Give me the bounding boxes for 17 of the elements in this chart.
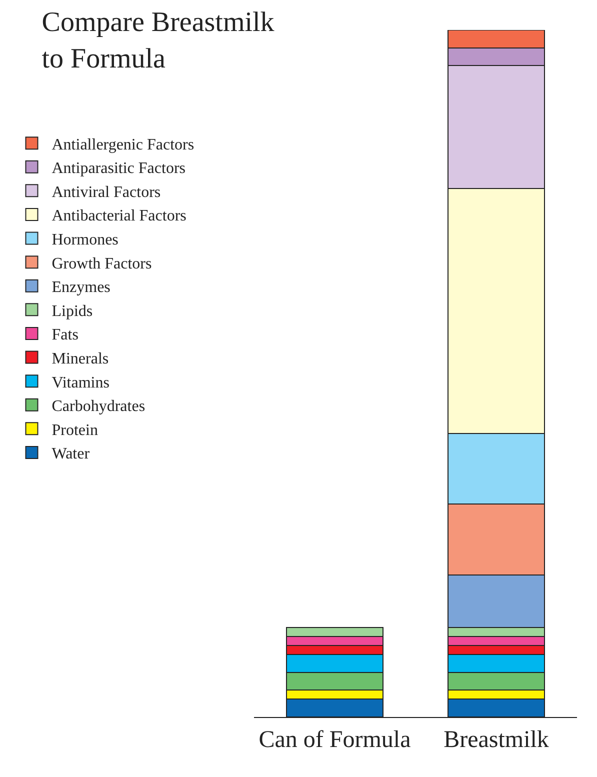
legend-label: Growth Factors	[52, 255, 152, 272]
legend-label: Antiallergenic Factors	[52, 136, 194, 154]
chart-title: Compare Breastmilk to Formula	[42, 7, 274, 74]
legend-label: Enzymes	[52, 279, 110, 296]
legend-label: Protein	[52, 422, 98, 439]
legend-label: Fats	[52, 326, 78, 344]
legend-label: Water	[52, 446, 90, 463]
legend-label: Hormones	[52, 232, 118, 249]
x-tick-label: Breastmilk	[444, 726, 549, 753]
legend-label: Antibacterial Factors	[52, 208, 186, 225]
legend-label: Vitamins	[52, 374, 110, 392]
legend-label: Antiparasitic Factors	[52, 160, 186, 178]
legend-label: Antiviral Factors	[52, 184, 161, 201]
legend-label: Carbohydrates	[52, 398, 146, 416]
legend-label: Minerals	[52, 350, 109, 368]
legend-label: Lipids	[52, 302, 93, 320]
x-tick-label: Can of Formula	[258, 726, 412, 753]
